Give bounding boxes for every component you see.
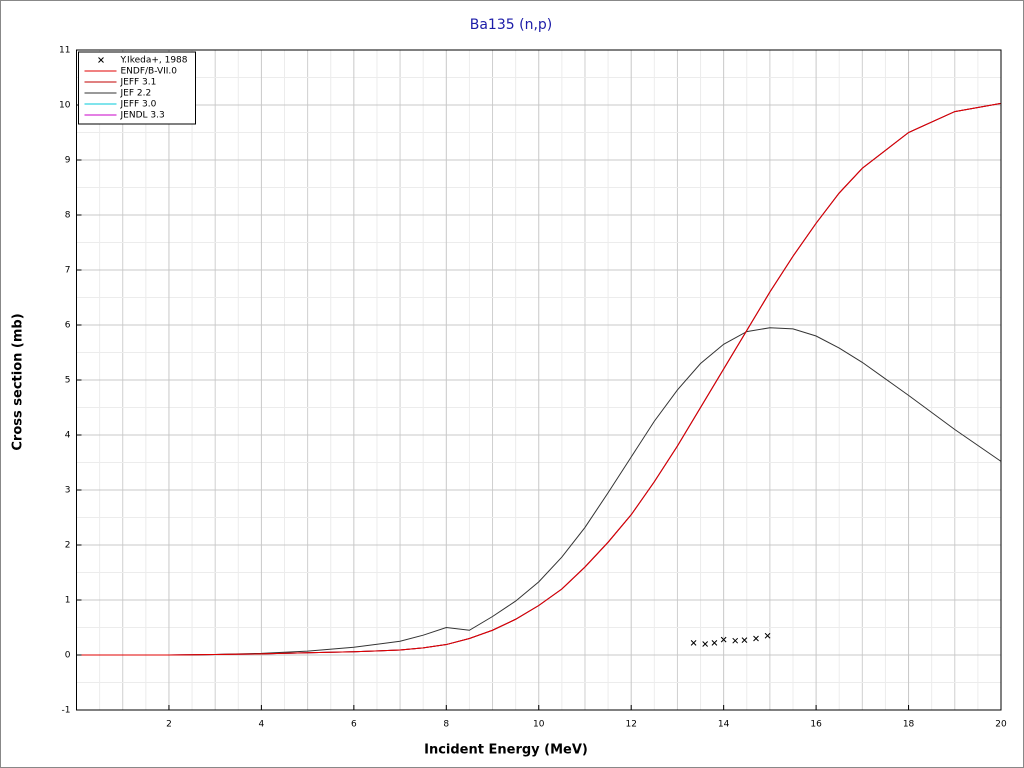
x-tick-label: 2 — [166, 720, 172, 730]
legend-label: JEFF 3.0 — [120, 100, 157, 110]
data-point — [690, 640, 697, 646]
y-tick-label: 6 — [65, 321, 71, 331]
data-point — [711, 640, 718, 646]
x-tick-label: 18 — [903, 720, 915, 730]
x-tick-label: 20 — [995, 720, 1007, 730]
y-tick-label: 8 — [65, 211, 71, 221]
x-tick-label: 10 — [533, 720, 545, 730]
y-tick-label: 7 — [65, 266, 71, 276]
data-point — [753, 635, 759, 642]
data-line — [76, 102, 1002, 656]
x-axis-label: Incident Energy (MeV) — [424, 743, 588, 758]
y-tick-label: 4 — [65, 431, 71, 441]
y-tick-label: 0 — [65, 651, 71, 661]
y-tick-label: 2 — [65, 541, 71, 551]
chart-title: Ba135 (n,p) — [470, 17, 553, 33]
data-point — [741, 637, 748, 644]
y-tick-label: 5 — [65, 376, 71, 386]
legend-label: ENDF/B-VII.0 — [121, 67, 178, 77]
legend-label: JENDL 3.3 — [120, 111, 165, 121]
legend-label: JEFF 3.1 — [120, 78, 157, 88]
legend-label: Y.Ikeda+, 1988 — [120, 56, 188, 66]
data-point — [720, 636, 727, 643]
y-tick-label: 11 — [59, 46, 70, 56]
x-tick-label: 16 — [810, 720, 822, 730]
data-point — [732, 637, 739, 644]
x-tick-label: 4 — [259, 720, 265, 730]
data-point — [764, 632, 771, 639]
y-tick-label: 9 — [65, 156, 71, 166]
legend-box — [78, 51, 196, 125]
x-tick-label: 12 — [625, 720, 636, 730]
legend-label: JEF 2.2 — [120, 89, 152, 99]
x-tick-label: 8 — [443, 720, 449, 730]
y-axis-label: Cross section (mb) — [11, 313, 26, 450]
plot — [76, 102, 1002, 656]
plot-border — [76, 49, 1002, 711]
data-point — [702, 641, 709, 647]
data-line — [76, 327, 1002, 656]
y-tick-label: 1 — [65, 596, 71, 606]
y-tick-label: 3 — [65, 486, 71, 496]
x-tick-label: 6 — [351, 720, 357, 730]
legend-symbol — [98, 57, 104, 63]
grid — [76, 49, 1002, 711]
y-tick-label: 10 — [59, 101, 71, 111]
x-tick-label: 14 — [718, 720, 730, 730]
y-tick-label: -1 — [62, 706, 71, 716]
